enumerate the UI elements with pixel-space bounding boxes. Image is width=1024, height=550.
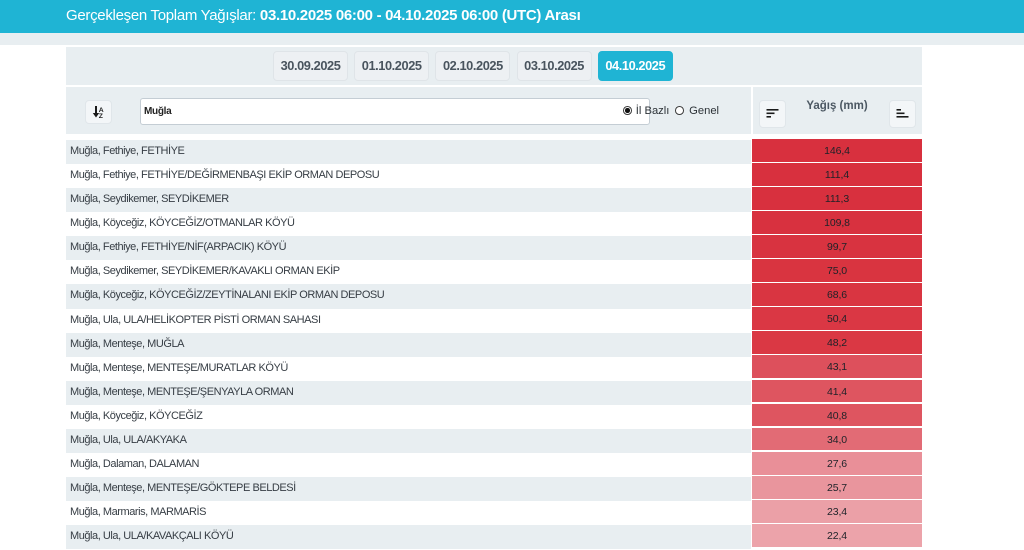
svg-text:A: A [99,107,104,114]
svg-text:Z: Z [99,113,103,120]
